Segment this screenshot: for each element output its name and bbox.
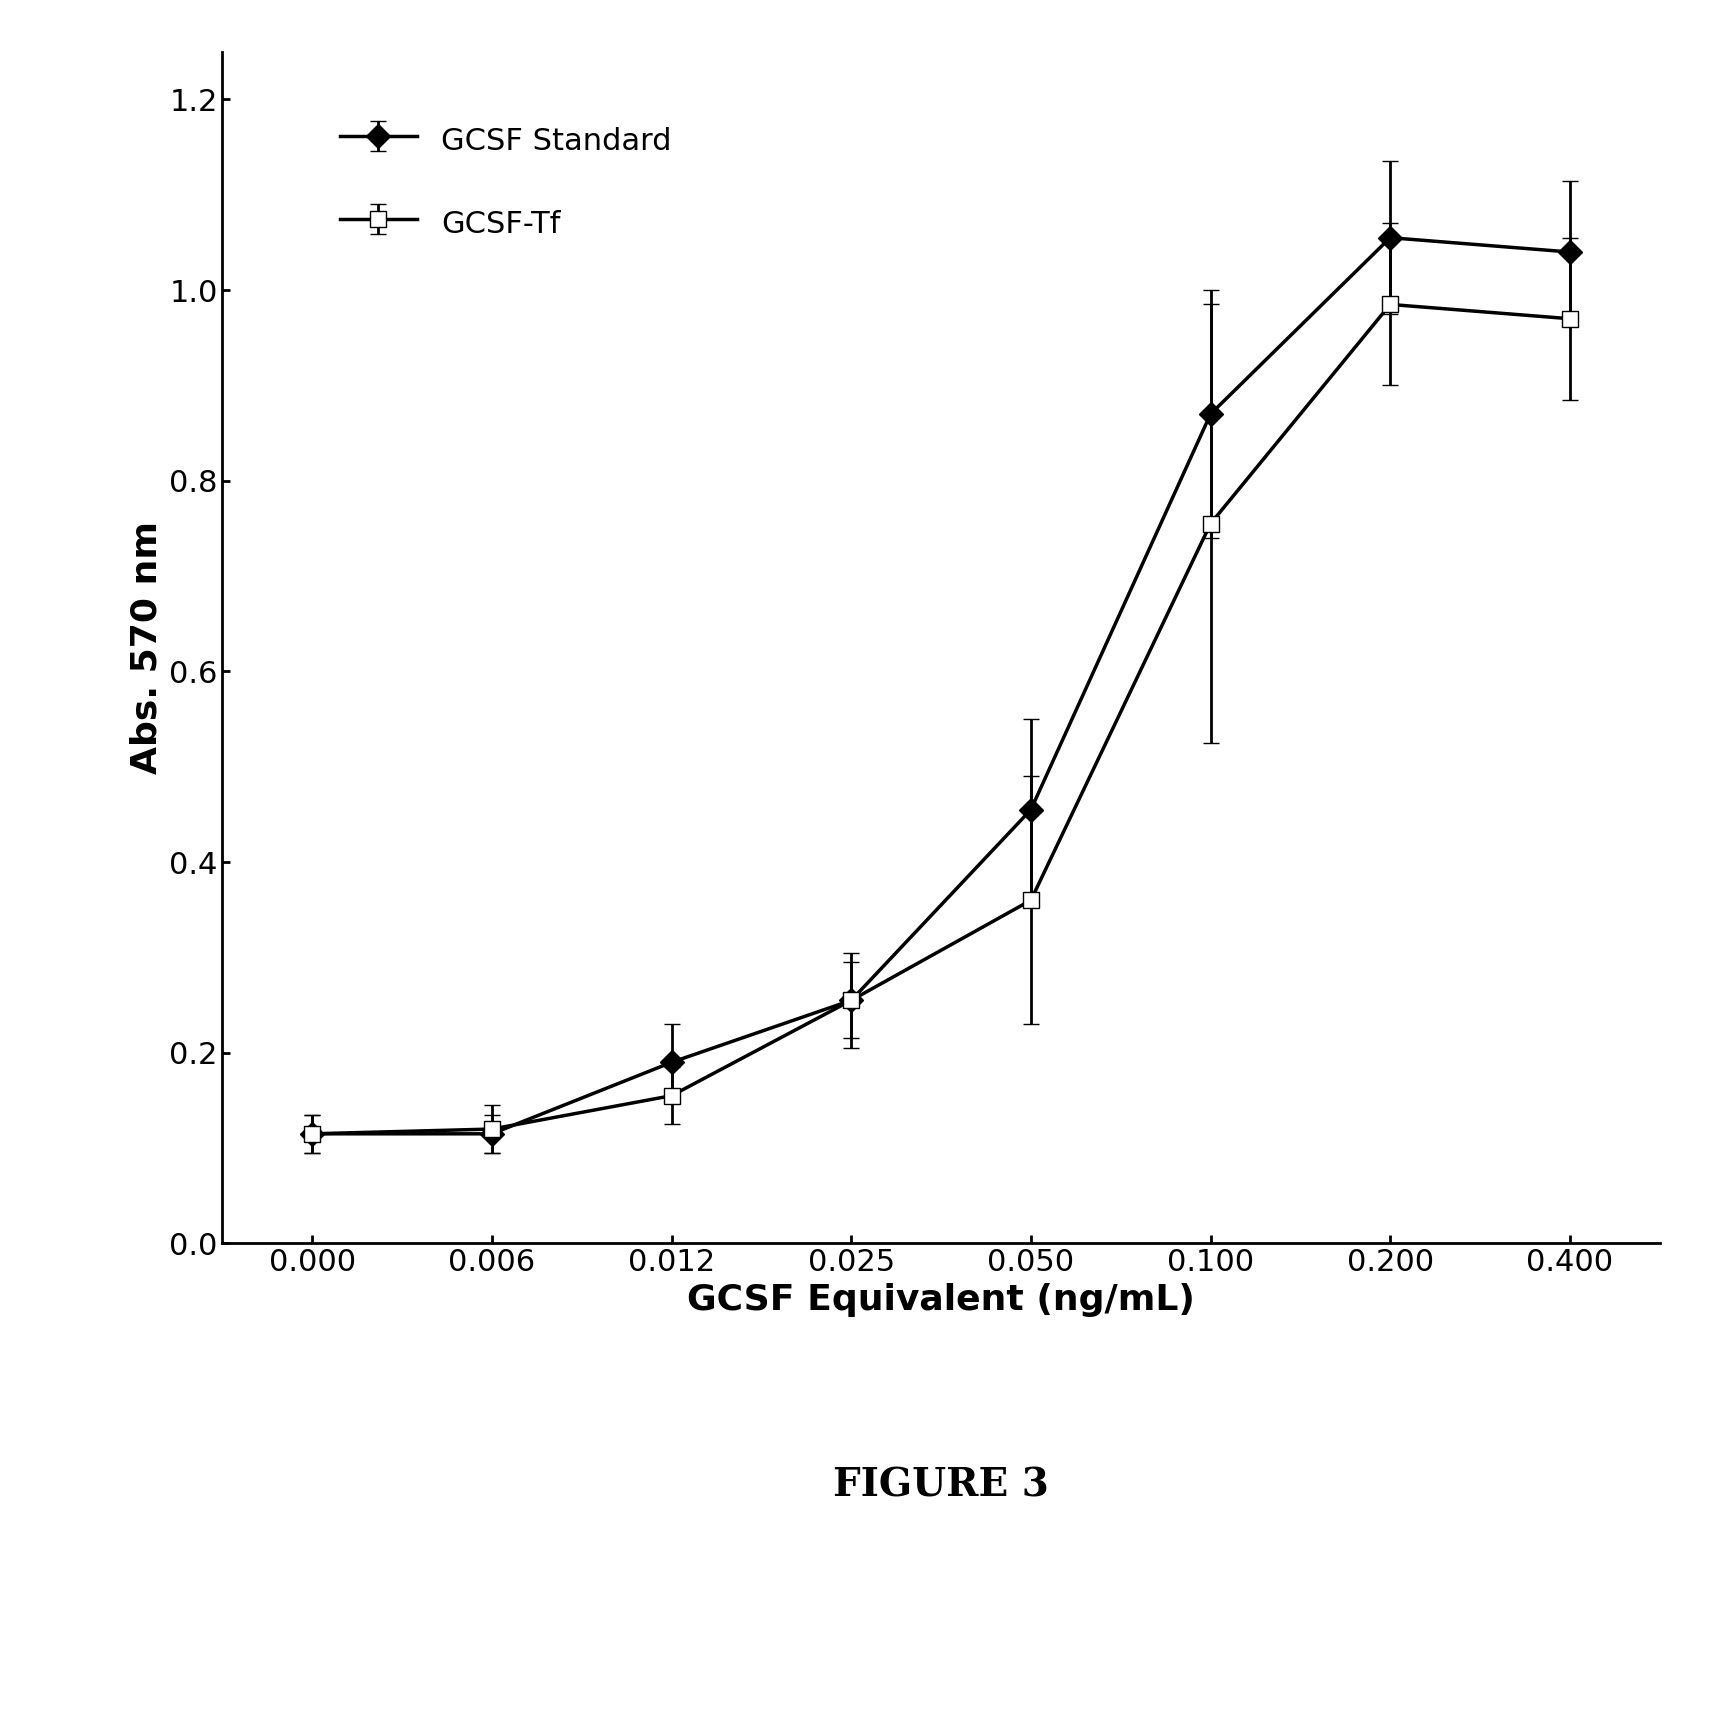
X-axis label: GCSF Equivalent (ng/mL): GCSF Equivalent (ng/mL) (688, 1283, 1194, 1318)
Text: FIGURE 3: FIGURE 3 (833, 1466, 1049, 1504)
Legend: GCSF Standard, GCSF-Tf: GCSF Standard, GCSF-Tf (310, 92, 702, 273)
Y-axis label: Abs. 570 nm: Abs. 570 nm (130, 522, 164, 774)
